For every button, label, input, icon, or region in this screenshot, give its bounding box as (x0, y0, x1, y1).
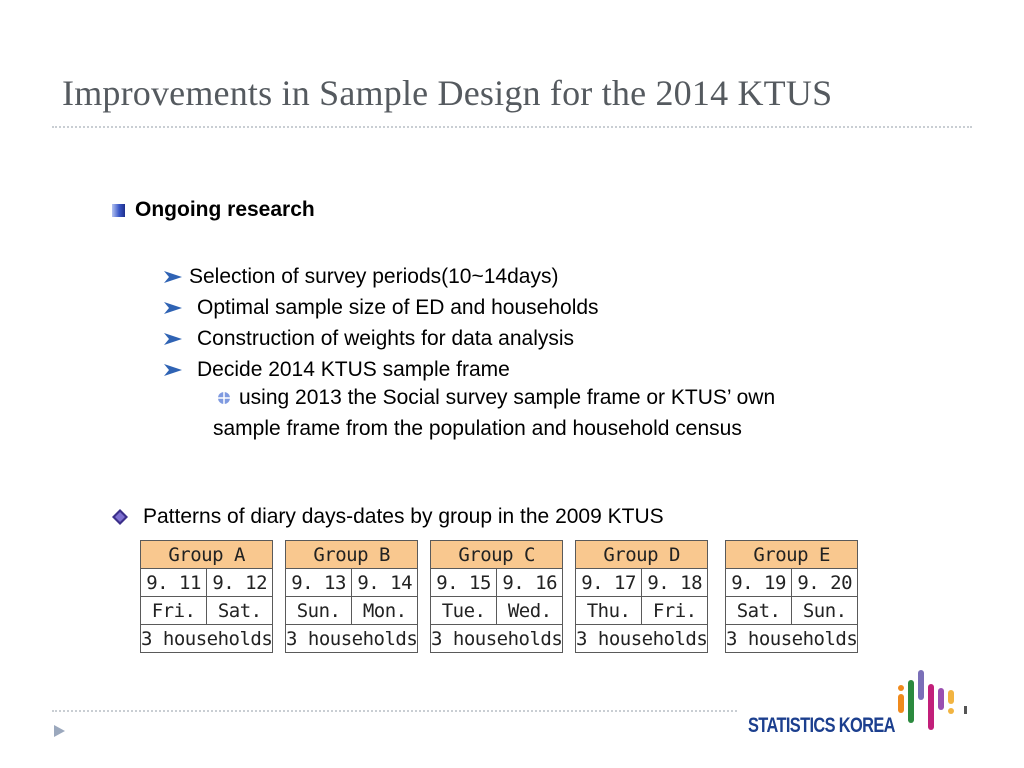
day-cell: Sun. (791, 596, 859, 625)
logo-mark (964, 706, 967, 714)
date-cell: 9. 11 (139, 568, 208, 597)
logo-dot (898, 685, 904, 691)
date-cell: 9. 12 (206, 568, 274, 597)
logo-bar (908, 680, 914, 723)
logo-text: STATISTICS KOREA (748, 714, 895, 737)
day-cell: Wed. (496, 596, 564, 625)
logo-dot (948, 708, 954, 714)
list-item-label: Construction of weights for data analysi… (197, 326, 575, 350)
households-cell: 3 households (139, 624, 274, 653)
statistics-korea-logo (898, 670, 967, 730)
day-cell: Sat. (724, 596, 793, 625)
arrow-bullet-icon (164, 363, 182, 376)
arrow-bullet-icon (164, 301, 182, 314)
section-heading-label: Ongoing research (135, 198, 315, 221)
arrow-bullet-icon (164, 270, 182, 283)
day-cell: Mon. (351, 596, 419, 625)
group-name: Group C (429, 540, 564, 569)
group-name: Group D (574, 540, 709, 569)
list-item: Optimal sample size of ED and households (163, 292, 599, 323)
households-cell: 3 households (284, 624, 419, 653)
section-heading: Ongoing research (112, 198, 315, 222)
logo-bar (938, 688, 944, 710)
date-cell: 9. 14 (351, 568, 419, 597)
title-divider (52, 126, 972, 128)
date-cell: 9. 16 (496, 568, 564, 597)
list-item: Selection of survey periods(10~14days) (163, 261, 599, 292)
group-name: Group B (284, 540, 419, 569)
households-cell: 3 households (574, 624, 709, 653)
slide-title: Improvements in Sample Design for the 20… (62, 73, 833, 113)
date-cell: 9. 15 (429, 568, 498, 597)
patterns-heading: Patterns of diary days-dates by group in… (112, 505, 664, 529)
logo-bar (918, 670, 924, 700)
dot-bullet-icon (218, 391, 230, 404)
group-table-a: Group A 9. 11 9. 12 Fri. Sat. 3 households (139, 540, 274, 653)
arrow-bullet-icon (164, 332, 182, 345)
day-cell: Sun. (284, 596, 353, 625)
list-item-label: Decide 2014 KTUS sample frame (197, 357, 510, 381)
logo-bar (898, 694, 904, 713)
list-item: Construction of weights for data analysi… (163, 323, 599, 354)
diamond-bullet-icon (112, 509, 128, 525)
nested-note: using 2013 the Social survey sample fram… (213, 382, 775, 444)
date-cell: 9. 13 (284, 568, 353, 597)
day-cell: Tue. (429, 596, 498, 625)
day-cell: Fri. (139, 596, 208, 625)
footer-divider (52, 710, 737, 712)
group-name: Group A (139, 540, 274, 569)
date-cell: 9. 19 (724, 568, 793, 597)
group-name: Group E (724, 540, 859, 569)
logo-bar (948, 690, 954, 704)
group-table-c: Group C 9. 15 9. 16 Tue. Wed. 3 households (429, 540, 564, 653)
group-table-b: Group B 9. 13 9. 14 Sun. Mon. 3 households (284, 540, 419, 653)
list-item: Decide 2014 KTUS sample frame (163, 354, 599, 385)
nested-note-line1: using 2013 the Social survey sample fram… (239, 386, 776, 409)
logo-bar (928, 684, 934, 730)
list-item-label: Selection of survey periods(10~14days) (189, 264, 559, 288)
square-bullet-icon (112, 203, 125, 217)
households-cell: 3 households (724, 624, 859, 653)
group-table-e: Group E 9. 19 9. 20 Sat. Sun. 3 households (724, 540, 859, 653)
list-item-label: Optimal sample size of ED and households (197, 295, 599, 319)
research-list: Selection of survey periods(10~14days) O… (163, 261, 599, 385)
group-table-d: Group D 9. 17 9. 18 Thu. Fri. 3 households (574, 540, 709, 653)
households-cell: 3 households (429, 624, 564, 653)
date-cell: 9. 20 (791, 568, 859, 597)
day-cell: Sat. (206, 596, 274, 625)
slide-nav-arrow-icon[interactable] (52, 724, 66, 738)
day-cell: Fri. (641, 596, 709, 625)
nested-note-line2: sample frame from the population and hou… (213, 417, 742, 440)
date-cell: 9. 17 (574, 568, 643, 597)
date-cell: 9. 18 (641, 568, 709, 597)
day-cell: Thu. (574, 596, 643, 625)
patterns-heading-label: Patterns of diary days-dates by group in… (143, 505, 664, 528)
